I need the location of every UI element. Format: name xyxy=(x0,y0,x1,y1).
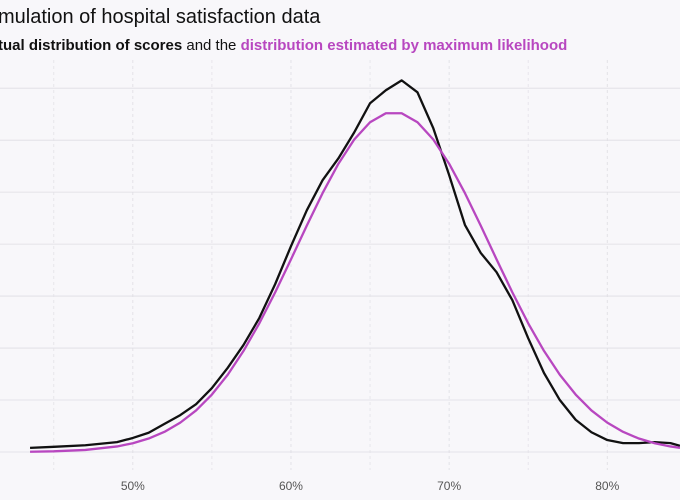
subtitle-part: tual distribution of scores xyxy=(0,37,182,54)
chart-title: mulation of hospital satisfaction data xyxy=(0,6,321,28)
x-tick-label: 60% xyxy=(279,479,303,493)
density-line xyxy=(29,79,680,449)
x-tick-label: 70% xyxy=(437,479,461,493)
x-tick-label: 50% xyxy=(121,479,145,493)
density-line xyxy=(30,112,680,453)
subtitle-part: distribution estimated by maximum likeli… xyxy=(241,37,568,54)
chart-subtitle: tual distribution of scores and the dist… xyxy=(0,37,567,54)
subtitle-part: and the xyxy=(182,37,240,54)
x-tick-label: 80% xyxy=(595,479,619,493)
